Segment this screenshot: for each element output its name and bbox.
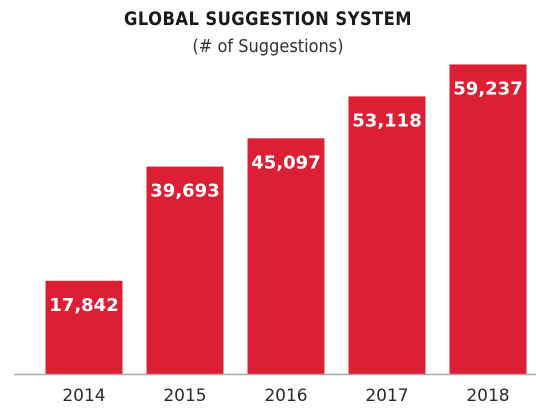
x-tick-label-2018: 2018: [466, 386, 509, 406]
x-tick-label-2016: 2016: [264, 386, 307, 406]
bar-2015: [146, 166, 224, 374]
bar-2014: [45, 280, 123, 374]
bar-value-label-2014: 17,842: [49, 295, 118, 316]
chart-subtitle: (# of Suggestions): [192, 36, 344, 57]
x-tick-label-2015: 2015: [163, 386, 206, 406]
chart-title: GLOBAL SUGGESTION SYSTEM: [124, 8, 412, 30]
x-tick-label-2014: 2014: [62, 386, 105, 406]
bar-value-label-2017: 53,118: [352, 110, 421, 131]
bar-2018: [449, 64, 527, 374]
bar-2016: [247, 138, 325, 374]
bar-2017: [348, 96, 426, 374]
bar-value-label-2018: 59,237: [453, 78, 522, 99]
x-tick-label-2017: 2017: [365, 386, 408, 406]
bar-value-label-2016: 45,097: [251, 152, 320, 173]
bar-value-label-2015: 39,693: [150, 181, 219, 202]
